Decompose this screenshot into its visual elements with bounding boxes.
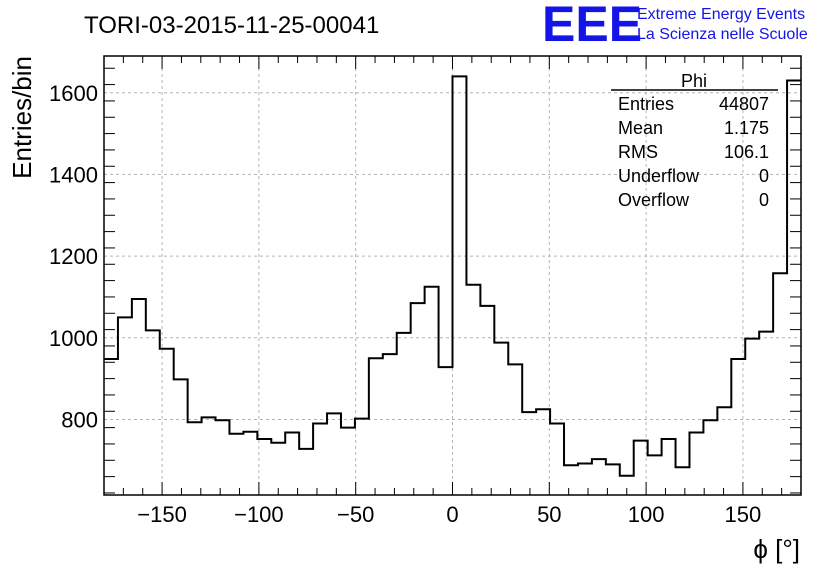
histogram-bin — [327, 413, 341, 495]
eee-logo-line2: La Scienza nelle Scuole — [637, 26, 808, 43]
histogram-bin — [494, 343, 508, 495]
stats-row-value: 1.175 — [724, 118, 769, 138]
x-tick-label: 100 — [628, 502, 665, 527]
x-tick-label: 150 — [725, 502, 762, 527]
stats-title: Phi — [681, 71, 707, 91]
histogram-bin — [243, 432, 257, 495]
histogram-bin — [174, 379, 188, 495]
stats-row-label: Mean — [618, 118, 663, 138]
histogram-bin — [104, 359, 118, 495]
histogram-bin — [229, 434, 243, 495]
histogram-bin — [606, 464, 620, 495]
axis-ticks — [103, 56, 802, 495]
histogram-bin — [466, 285, 480, 495]
histogram-bin — [118, 317, 132, 495]
histogram-bin — [160, 349, 174, 495]
histogram-bin — [536, 409, 550, 495]
histogram-bin — [787, 81, 801, 495]
histogram-bin — [508, 364, 522, 495]
chart-title: TORI-03-2015-11-25-00041 — [84, 12, 379, 39]
histogram-bin — [146, 330, 160, 495]
histogram-bin — [411, 303, 425, 495]
histogram-bin — [745, 339, 759, 495]
stats-row-label: Entries — [618, 94, 674, 114]
histogram-bin — [313, 424, 327, 495]
histogram-bin — [634, 441, 648, 495]
histogram-bin — [648, 455, 662, 495]
eee-logo-mark: EEE — [542, 0, 642, 52]
histogram-bin — [369, 358, 383, 495]
stats-row-value: 44807 — [719, 94, 769, 114]
histogram-outline — [104, 75, 801, 477]
histogram-bin — [285, 433, 299, 495]
y-tick-label: 800 — [61, 407, 98, 432]
y-axis-title: Entries/bin — [7, 56, 37, 179]
stats-box: Phi Entries 44807 Mean 1.175 RMS 106.1 Underfl… — [611, 71, 778, 210]
stats-row-label: Underflow — [618, 166, 700, 186]
histogram-bin — [299, 449, 313, 495]
x-axis-title: ϕ [°] — [753, 534, 800, 564]
histogram-bin — [592, 459, 606, 495]
histogram-bin — [703, 420, 717, 495]
x-tick-label: −150 — [137, 502, 187, 527]
plot-frame — [103, 55, 802, 496]
histogram-bin — [578, 464, 592, 495]
stats-row-value: 106.1 — [724, 142, 769, 162]
y-tick-label: 1400 — [49, 162, 98, 187]
eee-logo-line1: Extreme Energy Events — [637, 6, 805, 23]
x-tick-label: 50 — [537, 502, 561, 527]
stats-row-label: RMS — [618, 142, 658, 162]
y-tick-label: 1200 — [49, 244, 98, 269]
histogram-bin — [759, 332, 773, 495]
histogram-bin — [550, 424, 564, 495]
x-tick-label: −50 — [337, 502, 374, 527]
eee-logo: EEE Extreme Energy Events La Scienza nel… — [542, 0, 808, 52]
histogram-bin — [257, 439, 271, 495]
histogram-bin — [453, 76, 467, 495]
histogram-bin — [425, 287, 439, 495]
histogram-bin — [689, 433, 703, 495]
histogram-bin — [522, 412, 536, 495]
stats-row-value: 0 — [759, 190, 769, 210]
histogram-bin — [383, 354, 397, 495]
stats-row-value: 0 — [759, 166, 769, 186]
histogram-bin — [480, 306, 494, 495]
histogram-bin — [717, 407, 731, 495]
histogram-bin — [773, 273, 787, 495]
stats-rows: Entries 44807 Mean 1.175 RMS 106.1 Underflow 0 O… — [618, 94, 769, 210]
x-tick-label: −100 — [234, 502, 284, 527]
histogram-bin — [216, 420, 230, 495]
y-tick-label: 1600 — [49, 81, 98, 106]
histogram-bin — [188, 422, 202, 495]
histogram-bin — [564, 465, 578, 495]
histogram-bin — [439, 367, 453, 495]
histogram-bin — [132, 299, 146, 495]
x-tick-labels: −150 −100 −50 0 50 100 150 — [137, 502, 761, 527]
histogram-bin — [202, 417, 216, 495]
x-tick-label: 0 — [446, 502, 458, 527]
histogram-bin — [731, 359, 745, 495]
stats-row-label: Overflow — [618, 190, 690, 210]
histogram-bin — [271, 443, 285, 495]
histogram-bin — [676, 467, 690, 495]
histogram-bin — [662, 439, 676, 495]
y-tick-labels: 800 1000 1200 1400 1600 — [49, 81, 98, 433]
histogram-bin — [397, 333, 411, 495]
histogram-bin — [341, 428, 355, 495]
histogram-bin — [355, 419, 369, 495]
y-tick-label: 1000 — [49, 326, 98, 351]
